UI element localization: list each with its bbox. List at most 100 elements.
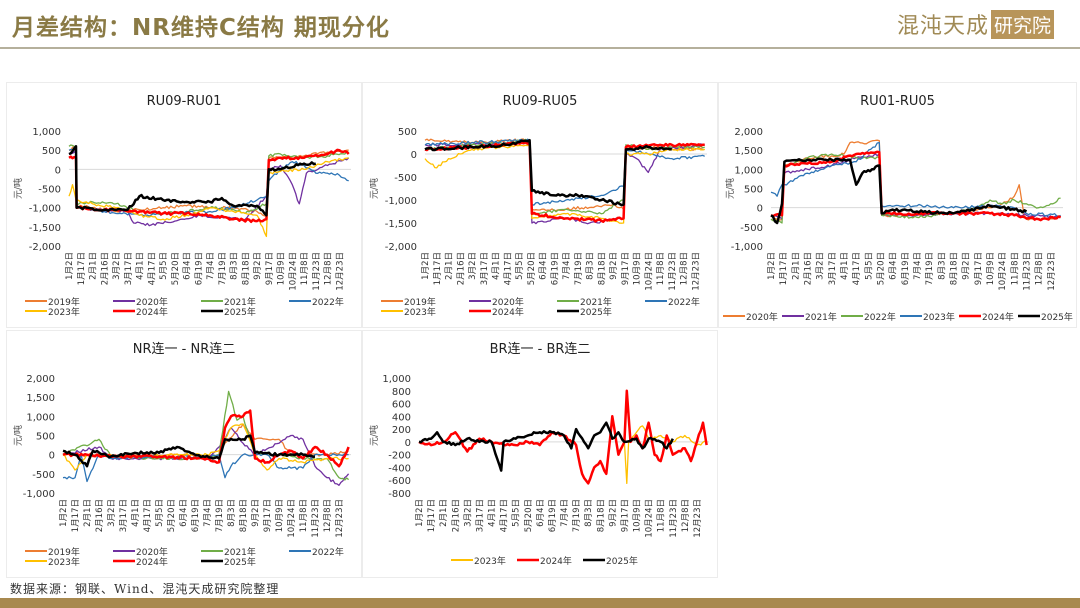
x-tick-label: 8月3日 [227,499,237,527]
y-tick-label: -1,000 [29,204,61,215]
series-line-2025 [68,145,317,217]
x-tick-label: 12月8日 [681,499,691,532]
x-tick-label: 7月4日 [562,252,572,280]
x-tick-label: 4月1日 [136,252,146,280]
x-tick-label: 9月17日 [974,252,984,285]
x-tick-label: 5月20日 [877,252,887,285]
x-tick-label: 11月8日 [300,252,310,285]
legend-label: 2024年 [136,556,168,568]
x-tick-label: 12月8日 [323,499,333,532]
x-tick-label: 6月4日 [536,499,546,527]
legend-label: 2025年 [224,556,256,568]
y-tick-label: 400 [392,412,411,423]
series-line-2025 [424,138,672,207]
series-line-2021 [62,390,350,481]
y-tick-label: -500 [394,173,417,184]
x-tick-label: 8月18日 [239,499,249,532]
series-line-2024 [770,150,1062,222]
x-tick-label: 9月17日 [621,252,631,285]
legend-label: 2021年 [224,296,256,308]
x-tick-label: 7月4日 [913,252,923,280]
x-tick-label: 5月20日 [527,252,537,285]
y-tick-label: -1,500 [385,219,417,230]
x-tick-label: 10月9日 [986,252,996,285]
y-tick-label: -500 [32,470,55,481]
x-tick-label: 6月19日 [191,499,201,532]
y-tick-label: 500 [398,127,417,138]
x-tick-label: 6月4日 [539,252,549,280]
x-tick-label: 2月1日 [791,252,801,280]
x-tick-label: 6月19日 [550,252,560,285]
legend-label: 2023年 [923,311,955,323]
logo-text: 混沌天成 [896,14,989,39]
chart-title: RU01-RU05 [860,94,935,109]
series-line-2022 [424,138,705,206]
x-tick-label: 11月8日 [656,252,666,285]
x-tick-label: 7月4日 [206,252,216,280]
chart-ru09-ru01: RU09-RU01 1,000 500 0 -500 -1,000 -1,500 -2,000… [6,82,362,328]
x-tick-label: 8月18日 [596,499,606,532]
legend-label: 2022年 [312,296,344,308]
y-tick-label: -1,500 [29,223,61,234]
y-tick-label: -2,000 [29,242,61,253]
y-tick-label: 0 [405,438,411,449]
x-tick-label: 1月17日 [779,252,789,285]
legend-label: 2024年 [136,306,168,318]
x-tick-label: 1月17日 [71,499,81,532]
x-tick-label: 2月1日 [445,252,455,280]
y-axis-label: 元/吨 [12,425,24,446]
x-tick-label: 5月5日 [515,252,525,280]
x-tick-label: 3月2日 [468,252,478,280]
x-tick-label: 3月17日 [475,499,485,532]
x-tick-label: 10月9日 [275,499,285,532]
chart-title: RU09-RU01 [147,94,222,109]
x-tick-label: 3月17日 [480,252,490,285]
legend-label: 2024年 [492,306,524,318]
x-tick-label: 7月19日 [572,499,582,532]
data-source-note: 数据来源：钢联、Wind、混沌天成研究院整理 [10,582,280,596]
y-tick-label: 600 [392,400,411,411]
x-tick-label: 8月18日 [597,252,607,285]
y-tick-label: -800 [388,489,411,500]
y-axis-label: 元/吨 [12,178,24,199]
x-tick-label: 4月17日 [500,499,510,532]
legend-label: 2019年 [404,296,436,308]
y-tick-label: 0 [49,451,55,462]
legend-label: 2023年 [474,555,506,567]
series-line-2019 [68,145,349,217]
series-line-2023 [68,157,349,238]
x-tick-label: 2月1日 [83,499,93,527]
legend-label: 2020年 [136,296,168,308]
x-tick-label: 8月18日 [241,252,251,285]
series-line-2023 [62,423,349,471]
x-tick-label: 12月8日 [680,252,690,285]
x-tick-label: 6月19日 [194,252,204,285]
chart-svg: RU01-RU05 2,000 1,500 1,000 500 0 -500 -1,000 元/… [723,94,1073,323]
y-tick-label: -2,000 [385,242,417,253]
chart-svg: NR连一 - NR连二 2,000 1,500 1,000 500 0 -500 -1,000… [12,341,351,568]
y-tick-label: -600 [388,476,411,487]
x-tick-label: 5月5日 [159,252,169,280]
y-axis-label: 元/吨 [724,178,736,199]
legend-label: 2021年 [224,546,256,558]
x-tick-label: 8月3日 [586,252,596,280]
x-tick-label: 4月1日 [488,499,498,527]
y-tick-label: 1,000 [26,412,55,423]
chart-nr-spread: NR连一 - NR连二 2,000 1,500 1,000 500 0 -500 -1,000… [6,330,362,578]
x-tick-label: 5月5日 [864,252,874,280]
x-tick-label: 11月23日 [669,499,679,538]
chart-ru09-ru05: RU09-RU05 500 0 -500 -1,000 -1,500 -2,000 元/吨 1月… [362,82,718,328]
x-tick-label: 6月4日 [183,252,193,280]
header-divider [0,47,1080,49]
x-tick-label: 4月17日 [503,252,513,285]
x-tick-label: 9月2日 [609,252,619,280]
x-tick-label: 9月17日 [265,252,275,285]
series-line-2023 [770,141,1061,218]
x-tick-label: 2月1日 [89,252,99,280]
legend-label: 2019年 [48,546,80,558]
x-tick-label: 8月3日 [584,499,594,527]
y-tick-label: 1,500 [26,393,55,404]
x-tick-label: 12月23日 [335,499,345,538]
x-tick-label: 1月17日 [427,499,437,532]
